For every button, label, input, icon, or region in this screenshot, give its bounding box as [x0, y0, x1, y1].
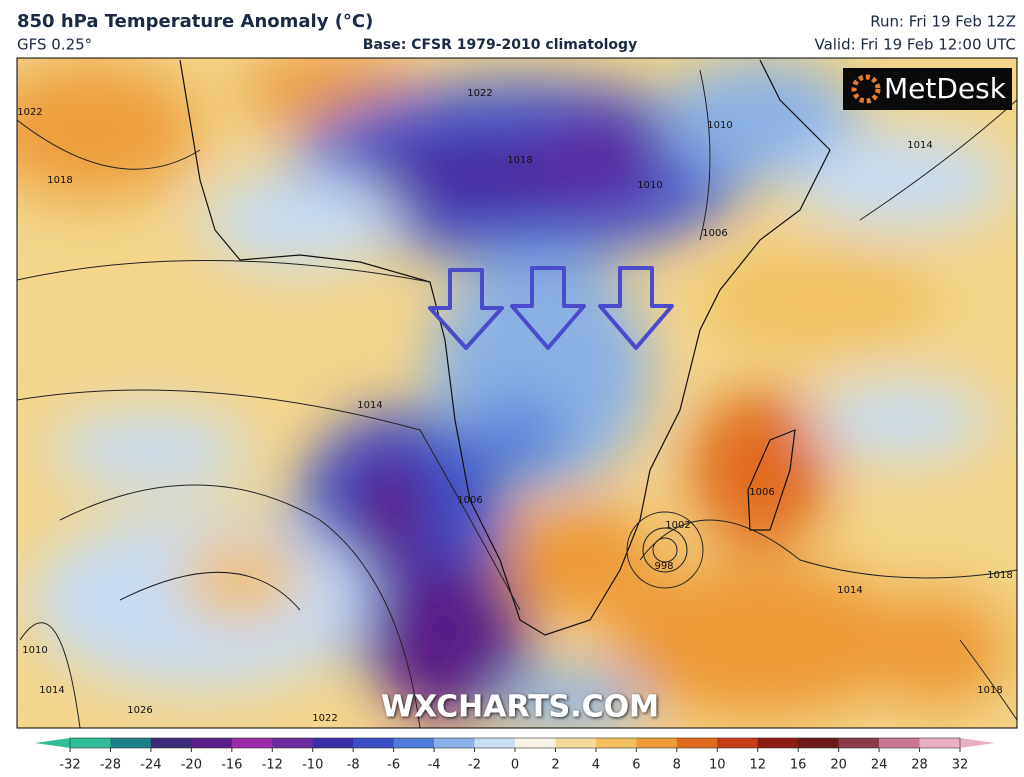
colorbar-label: 32 — [952, 758, 969, 773]
colorbar-end — [960, 738, 995, 748]
isobar-label: 1010 — [707, 120, 732, 131]
colorbar-label: -4 — [428, 758, 441, 773]
isobar-label: 1006 — [749, 487, 774, 498]
colorbar-label: 8 — [673, 758, 681, 773]
coastline — [179, 59, 831, 636]
colorbar-label: 6 — [632, 758, 640, 773]
title: 850 hPa Temperature Anomaly (°C) — [17, 11, 373, 32]
colorbar-segment — [879, 738, 921, 748]
base: Base: CFSR 1979-2010 climatology — [363, 37, 637, 53]
colorbar-segment — [474, 738, 516, 748]
colorbar-label: 20 — [830, 758, 847, 773]
colorbar-segment — [838, 738, 880, 748]
colorbar-segment — [434, 738, 476, 748]
low-ring — [626, 511, 704, 589]
colorbar-label: 24 — [871, 758, 888, 773]
colorbar-label: -32 — [59, 758, 80, 773]
isobar-label: 1014 — [357, 400, 382, 411]
colorbar-segment — [555, 738, 597, 748]
colorbar-label: 16 — [790, 758, 807, 773]
colorbar-segment — [312, 738, 354, 748]
run: Run: Fri 19 Feb 12Z — [870, 13, 1016, 31]
colorbar-segment — [757, 738, 799, 748]
colorbar-segment — [110, 738, 152, 748]
isobar-label: 1014 — [907, 140, 932, 151]
colorbar-label: -24 — [140, 758, 161, 773]
low-ring — [642, 527, 688, 573]
isobar-label: 1006 — [457, 495, 482, 506]
colorbar-segment — [515, 738, 556, 748]
isobar-label: 1018 — [47, 175, 72, 186]
colorbar-label: -16 — [221, 758, 242, 773]
colorbar-label: -8 — [347, 758, 360, 773]
colorbar-segment — [717, 738, 759, 748]
colorbar-label: 12 — [749, 758, 766, 773]
colorbar-label: -20 — [181, 758, 202, 773]
low-center — [652, 537, 678, 563]
isobar-label: 1014 — [39, 685, 64, 696]
isobar-label: 1018 — [977, 685, 1002, 696]
colorbar-label: -12 — [262, 758, 283, 773]
colorbar-segment — [272, 738, 314, 748]
isobar-label: 1010 — [22, 645, 47, 656]
colorbar-label: 10 — [709, 758, 726, 773]
colorbar-label: -28 — [100, 758, 121, 773]
colorbar-segment — [919, 738, 961, 748]
colorbar-segment — [798, 738, 840, 748]
colorbar-label: -2 — [468, 758, 481, 773]
anomaly-field — [17, 58, 1010, 728]
watermark: WXCHARTS.COM — [381, 690, 659, 725]
colorbar-segment — [231, 738, 273, 748]
colorbar-segment — [393, 738, 435, 748]
colorbar-label: 2 — [551, 758, 559, 773]
isobar-label: 1026 — [127, 705, 152, 716]
isobar-lines — [17, 69, 1017, 728]
colorbar-label: 28 — [911, 758, 928, 773]
arrows — [428, 266, 674, 350]
logo-box — [843, 68, 1012, 110]
isobar-label: 1002 — [665, 520, 690, 531]
isobar-label: 1010 — [637, 180, 662, 191]
madagascar — [747, 429, 796, 531]
valid: Valid: Fri 19 Feb 12:00 UTC — [814, 36, 1016, 54]
colorbar-label: -10 — [302, 758, 323, 773]
isobar-label: 1022 — [467, 88, 492, 99]
colorbar-segment — [150, 738, 192, 748]
logo-icon — [851, 74, 881, 104]
map-frame — [16, 57, 1018, 729]
colorbar: -32 -28 -24 -20 -16 -12 -10 -8 -6 -4 -2 0 2 4 6 8 10 12 16… — [35, 737, 995, 773]
colorbar-segment — [636, 738, 678, 748]
model: GFS 0.25° — [17, 36, 92, 54]
colorbar-segment — [191, 738, 233, 748]
colorbar-label: 0 — [511, 758, 519, 773]
isobar-label: 1022 — [17, 107, 42, 118]
colorbar-label: -6 — [387, 758, 400, 773]
isobar-label: 1018 — [507, 155, 532, 166]
colorbar-segment — [676, 738, 718, 748]
isobar-label: 1022 — [312, 713, 337, 724]
colorbar-segment — [353, 738, 395, 748]
isobar-label: 1018 — [987, 570, 1012, 581]
colorbar-segment — [595, 738, 637, 748]
colorbar-label: 4 — [592, 758, 600, 773]
isobar-label: 998 — [654, 561, 673, 572]
colorbar-segment — [70, 738, 111, 748]
logo: MetDesk — [884, 72, 1007, 105]
isobar-label: 1014 — [837, 585, 862, 596]
isobar-label: 1006 — [702, 228, 727, 239]
map: 1022 1018 1022 1018 1010 1014 1010 1006 1014 1006… — [17, 58, 1017, 728]
colorbar-end — [35, 738, 70, 748]
